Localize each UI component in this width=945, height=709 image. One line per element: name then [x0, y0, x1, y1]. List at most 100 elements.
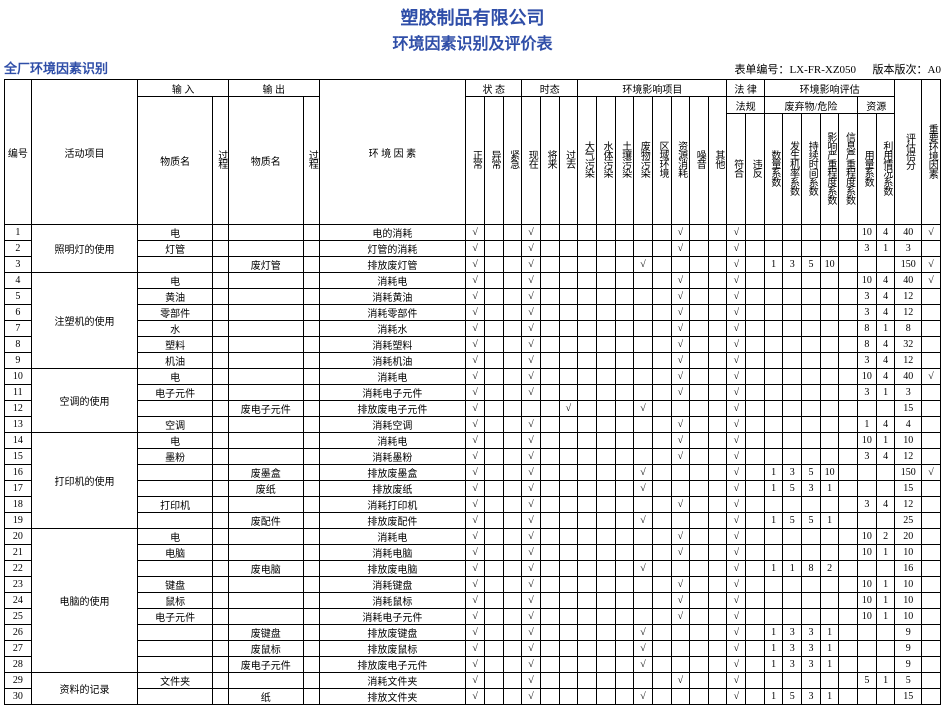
cell-impact	[671, 257, 690, 273]
cell-impact: √	[671, 305, 690, 321]
cell-eval	[783, 353, 802, 369]
cell-impact	[652, 641, 671, 657]
table-row: 27废鼠标排放废鼠标√√√√13319	[5, 641, 941, 657]
cell-out	[228, 241, 303, 257]
cell-state	[503, 433, 522, 449]
cell-out-flag	[303, 289, 319, 305]
cell-law: √	[727, 449, 746, 465]
cell-impact	[652, 401, 671, 417]
cell-eval: 8	[802, 561, 821, 577]
cell-time: √	[522, 625, 541, 641]
cell-state	[503, 257, 522, 273]
cell-law	[746, 273, 765, 289]
cell-impact	[634, 417, 653, 433]
cell-impact	[634, 385, 653, 401]
cell-time	[559, 641, 578, 657]
cell-law	[746, 497, 765, 513]
cell-factor: 消耗塑料	[319, 337, 466, 353]
cell-impact	[634, 337, 653, 353]
cell-eval	[783, 433, 802, 449]
cell-score: 10	[895, 593, 922, 609]
table-row: 3废灯管排放废灯管√√√√13510150√	[5, 257, 941, 273]
cell-impact	[596, 337, 615, 353]
cell-out-flag	[303, 545, 319, 561]
cell-time	[559, 513, 578, 529]
cell-state	[484, 657, 503, 673]
cell-no: 16	[5, 465, 32, 481]
cell-eval: 1	[820, 625, 839, 641]
cell-state: √	[466, 657, 485, 673]
cell-time	[559, 673, 578, 689]
cell-out-flag	[303, 225, 319, 241]
cell-eval	[820, 417, 839, 433]
table-row: 24鼠标消耗鼠标√√√√10110	[5, 593, 941, 609]
cell-time	[559, 609, 578, 625]
cell-out-flag	[303, 401, 319, 417]
cell-impact: √	[634, 481, 653, 497]
cell-impact	[578, 337, 597, 353]
cell-time: √	[522, 577, 541, 593]
cell-eval: 1	[876, 385, 895, 401]
cell-impact	[652, 481, 671, 497]
cell-impact	[690, 529, 709, 545]
cell-in: 打印机	[138, 497, 213, 513]
cell-time: √	[522, 353, 541, 369]
cell-impact: √	[634, 641, 653, 657]
cell-eval	[858, 513, 877, 529]
cell-score: 12	[895, 449, 922, 465]
cell-impact	[578, 289, 597, 305]
cell-in-flag	[212, 401, 228, 417]
cell-in-flag	[212, 689, 228, 705]
cell-out	[228, 385, 303, 401]
cell-time	[540, 625, 559, 641]
cell-out-flag	[303, 689, 319, 705]
cell-state	[484, 321, 503, 337]
cell-in	[138, 689, 213, 705]
cell-eval	[764, 673, 783, 689]
cell-impact	[708, 673, 727, 689]
cell-impact	[708, 449, 727, 465]
cell-eval	[839, 225, 858, 241]
cell-eval	[802, 353, 821, 369]
cell-state	[484, 513, 503, 529]
cell-out	[228, 305, 303, 321]
cell-law	[746, 449, 765, 465]
cell-impact	[652, 561, 671, 577]
form-meta: 表单编号：LX-FR-XZ050 版本版次：A0	[734, 61, 941, 77]
cell-eval: 4	[876, 305, 895, 321]
table-row: 10空调的使用电消耗电√√√√10440√	[5, 369, 941, 385]
cell-in: 鼠标	[138, 593, 213, 609]
cell-impact	[690, 417, 709, 433]
cell-law	[746, 545, 765, 561]
cell-impact	[615, 417, 634, 433]
col-resource: 资源消耗	[671, 97, 690, 225]
cell-state	[503, 561, 522, 577]
cell-no: 19	[5, 513, 32, 529]
cell-out-flag	[303, 465, 319, 481]
cell-in	[138, 401, 213, 417]
cell-eval	[839, 449, 858, 465]
cell-impact	[652, 625, 671, 641]
cell-out	[228, 369, 303, 385]
cell-state	[503, 337, 522, 353]
col-noise: 噪音	[690, 97, 709, 225]
cell-impact	[671, 513, 690, 529]
cell-eval	[839, 481, 858, 497]
cell-major	[922, 417, 941, 433]
cell-time	[559, 689, 578, 705]
cell-factor: 排放废纸	[319, 481, 466, 497]
cell-eval	[802, 289, 821, 305]
cell-eval	[820, 305, 839, 321]
cell-factor: 排放废灯管	[319, 257, 466, 273]
cell-eval	[783, 369, 802, 385]
cell-impact	[578, 353, 597, 369]
cell-state	[503, 225, 522, 241]
cell-law	[746, 465, 765, 481]
cell-impact: √	[634, 401, 653, 417]
cell-time: √	[522, 657, 541, 673]
cell-impact	[652, 337, 671, 353]
cell-eval	[802, 673, 821, 689]
cell-law	[746, 673, 765, 689]
cell-law: √	[727, 673, 746, 689]
cell-eval: 3	[783, 257, 802, 273]
